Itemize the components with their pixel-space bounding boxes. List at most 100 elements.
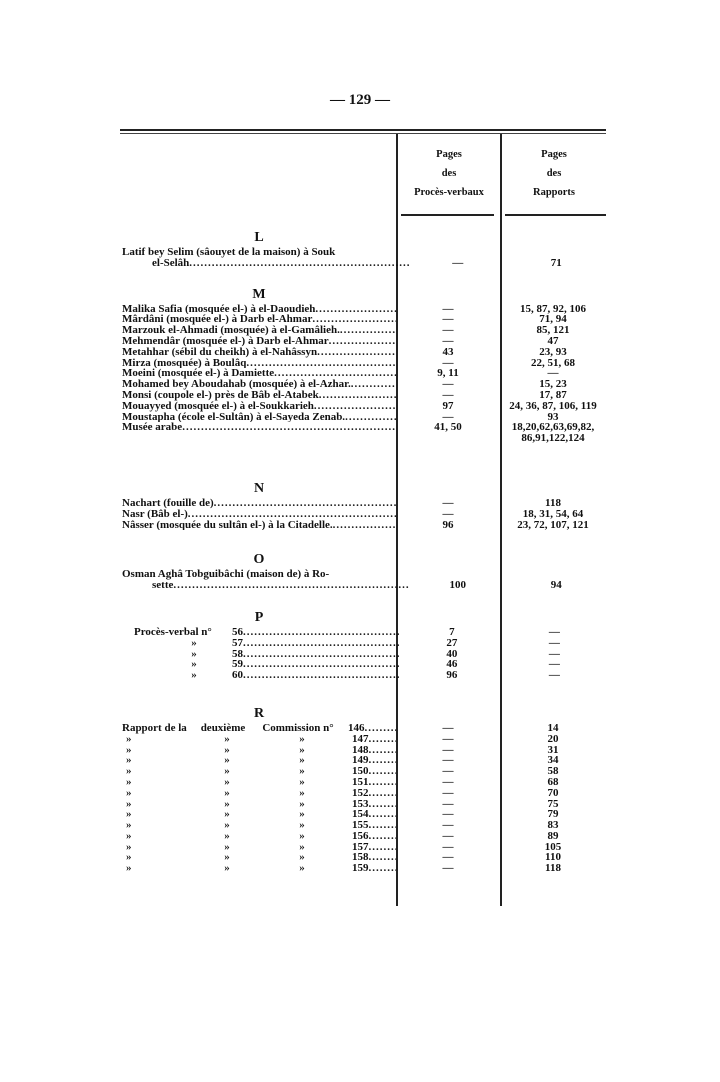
index-row: » 60 96 — bbox=[122, 670, 606, 681]
entry-label: » » » 148 bbox=[122, 745, 396, 756]
entry-text: Osman Aghâ Tobguibâchi (maison de) à Ro- bbox=[122, 569, 330, 581]
entry-prefix: » bbox=[191, 659, 197, 671]
index-row: » 59 46 — bbox=[122, 659, 606, 670]
index-row: Mirza (mosquée) à Boulâq — 22, 51, 68 bbox=[122, 357, 606, 369]
entry-text: Moustapha (école el-Sultân) à el-Sayeda … bbox=[122, 411, 346, 423]
proces-verbaux-pages: — bbox=[442, 786, 454, 799]
dot-leader bbox=[369, 745, 397, 756]
dot-leader bbox=[369, 766, 397, 777]
dot-leader bbox=[340, 325, 396, 336]
proces-verbaux-pages: 41, 50 bbox=[434, 421, 462, 434]
dot-leader bbox=[369, 809, 397, 820]
entry-label: Mehmendâr (mosquée el-) à Darb el-Ahmar bbox=[122, 336, 396, 347]
entry-number: 58 bbox=[232, 648, 243, 660]
index-row: » 57 27 — bbox=[122, 637, 606, 649]
entry-label: » 58 bbox=[122, 649, 401, 660]
entry-number: 148 bbox=[352, 744, 369, 756]
proces-verbaux-pages: 96 bbox=[442, 518, 454, 531]
dot-leader bbox=[246, 358, 396, 369]
entry-number: 151 bbox=[352, 776, 369, 788]
dot-leader bbox=[173, 580, 409, 591]
proces-verbaux-pages: — bbox=[442, 388, 454, 401]
entry-text: el-Selâh bbox=[152, 257, 190, 269]
rapports-pages: 71, 94 bbox=[539, 313, 567, 326]
proces-verbaux-pages bbox=[396, 433, 500, 444]
proces-verbaux-pages: — bbox=[442, 496, 454, 509]
proces-verbaux-pages: — bbox=[442, 313, 454, 326]
index-row: Osman Aghâ Tobguibâchi (maison de) à Ro- bbox=[122, 569, 606, 580]
dot-leader bbox=[243, 649, 401, 660]
entry-text: Moeini (mosquée el-) à Damiette bbox=[122, 368, 275, 380]
entry-label: » » » 158 bbox=[122, 852, 396, 863]
rapports-pages: 20 bbox=[547, 732, 559, 745]
rapports-pages: 105 bbox=[544, 840, 562, 853]
entry-prefix: » bbox=[191, 670, 197, 681]
proces-verbaux-pages: — bbox=[442, 732, 454, 745]
entry-part: » bbox=[299, 776, 305, 788]
entry-number: 159 bbox=[352, 863, 369, 875]
entry-number: 59 bbox=[232, 659, 243, 671]
index-row-continuation: 86,91,122,124 bbox=[122, 433, 606, 444]
proces-verbaux-pages: — bbox=[442, 507, 454, 520]
index-section: R Rapport de la deuxième Commission n° 146 — 1… bbox=[122, 706, 606, 875]
section-letter: M bbox=[252, 286, 266, 302]
proces-verbaux-pages: — bbox=[442, 862, 454, 875]
index-row: sette 100 94 bbox=[122, 580, 606, 591]
dot-leader bbox=[189, 258, 409, 269]
index-row: Marzouk el-Ahmadi (mosquée) à el-Gamâlie… bbox=[122, 325, 606, 336]
entry-label: » 57 bbox=[122, 638, 401, 649]
entry-part: deuxième bbox=[200, 722, 246, 734]
entry-part: » bbox=[299, 863, 305, 875]
entry-part: » bbox=[224, 841, 230, 853]
proces-verbaux-pages: — bbox=[442, 721, 454, 734]
index-section: L Latif bey Selim (sâouyet de la maison) … bbox=[122, 231, 606, 269]
entry-text: sette bbox=[152, 580, 174, 591]
entry-part: » bbox=[224, 787, 230, 799]
rapports-pages: 110 bbox=[545, 851, 561, 864]
entry-label: sette bbox=[122, 580, 409, 591]
entry-part: » bbox=[299, 787, 305, 799]
dot-leader bbox=[182, 422, 396, 433]
entry-text: Musée arabe bbox=[122, 422, 183, 434]
proces-verbaux-pages bbox=[396, 247, 500, 258]
entry-label: Procès-verbal n° 56 bbox=[122, 627, 401, 638]
entry-part: » bbox=[126, 830, 132, 842]
index-row: » » » 148 — 31 bbox=[122, 743, 606, 756]
dot-leader bbox=[369, 852, 397, 863]
index-row: » » » 147 — 20 bbox=[122, 732, 606, 745]
entry-text: Nasr (Bâb el-) bbox=[122, 508, 188, 520]
rapports-pages: — bbox=[548, 658, 560, 671]
rapports-pages: 118 bbox=[545, 496, 561, 509]
rapports-pages: 18, 31, 54, 64 bbox=[522, 507, 584, 520]
proces-verbaux-pages: — bbox=[442, 743, 454, 756]
entry-part: » bbox=[299, 809, 305, 821]
dot-leader bbox=[274, 368, 396, 379]
entry-text: Monsi (coupole el-) près de Bâb el-Atabe… bbox=[122, 389, 319, 401]
proces-verbaux-pages: — bbox=[442, 819, 454, 832]
rapports-pages: 118 bbox=[545, 862, 561, 875]
index-section: N Nachart (fouille de) — 118 Nasr (Bâb el-) —… bbox=[122, 481, 606, 531]
index-row: Mohamed bey Aboudahab (mosquée) à el-Azh… bbox=[122, 379, 606, 390]
entry-text: Nâsser (mosquée du sultân el-) à la Cita… bbox=[122, 519, 333, 531]
column-header-proces-verbaux: Pages des Procès-verbaux bbox=[398, 145, 500, 202]
rapports-pages: 83 bbox=[547, 819, 559, 832]
entry-part: » bbox=[224, 755, 230, 767]
entry-part: » bbox=[126, 744, 132, 756]
proces-verbaux-pages: 100 bbox=[449, 579, 467, 592]
proces-verbaux-pages: 46 bbox=[446, 658, 458, 671]
entry-part: » bbox=[224, 863, 230, 875]
rapports-pages: 79 bbox=[547, 808, 559, 821]
entry-part: » bbox=[126, 841, 132, 853]
index-row: Metahhar (sébil du cheikh) à el-Nahâssyn… bbox=[122, 346, 606, 358]
proces-verbaux-pages bbox=[396, 569, 500, 580]
proces-verbaux-pages: 9, 11 bbox=[437, 367, 459, 380]
index-row: » » » 158 — 110 bbox=[122, 852, 606, 863]
rapports-pages: 93 bbox=[547, 410, 559, 423]
entry-label: » » » 154 bbox=[122, 809, 396, 820]
rapports-pages: 47 bbox=[547, 334, 559, 347]
entry-number: 150 bbox=[352, 766, 369, 777]
entry-part: » bbox=[126, 852, 132, 864]
proces-verbaux-pages: — bbox=[442, 775, 454, 788]
dot-leader bbox=[369, 734, 397, 745]
rapports-pages: 23, 72, 107, 121 bbox=[517, 518, 589, 531]
